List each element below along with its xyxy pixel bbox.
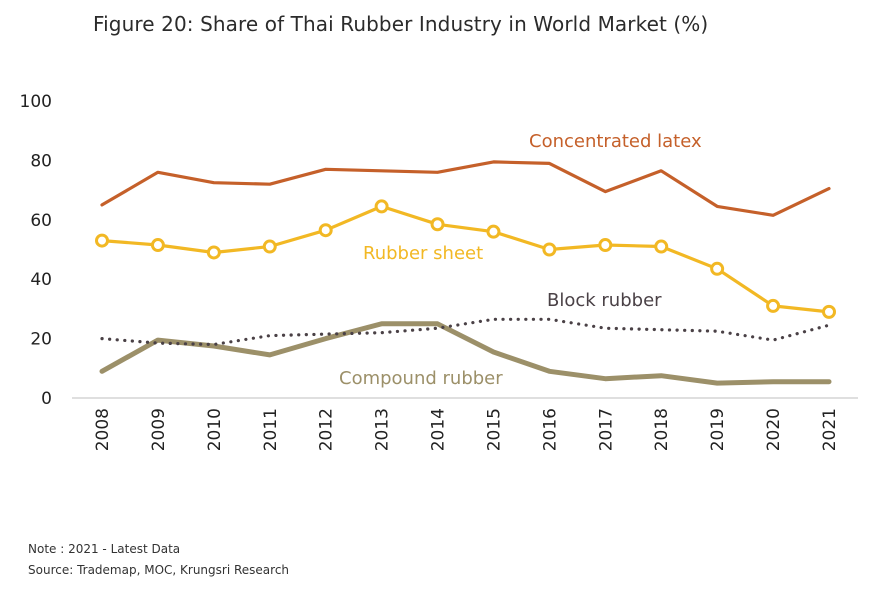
rubber-sheet-point: [430, 217, 445, 232]
y-tick-label: 40: [30, 270, 52, 290]
y-tick-label: 60: [30, 211, 52, 231]
concentrated-latex-line: [100, 160, 831, 217]
compound-rubber-label: Compound rubber: [339, 368, 503, 389]
chart-title: Figure 20: Share of Thai Rubber Industry…: [93, 12, 709, 36]
rubber-sheet-line: [100, 204, 831, 314]
block-rubber-line: [100, 317, 831, 347]
x-tick-label: 2020: [764, 408, 784, 451]
x-tick-label: 2017: [596, 408, 616, 451]
x-tick-label: 2009: [149, 408, 169, 451]
x-tick-label: 2013: [373, 408, 393, 451]
x-tick-label: 2011: [261, 408, 281, 451]
line-chart: 0 20 40 60 80 100 2008 2009 2010 2011 2012 2013 201…: [20, 92, 858, 451]
x-tick-label: 2010: [205, 408, 225, 451]
rubber-sheet-point: [318, 223, 333, 238]
rubber-sheet-point: [95, 233, 109, 248]
rubber-sheet-point: [262, 239, 277, 254]
x-tick-label: 2021: [820, 408, 840, 451]
x-tick-label: 2008: [93, 408, 113, 451]
x-tick-label: 2012: [317, 408, 337, 451]
y-tick-label: 100: [20, 92, 52, 112]
x-tick-label: 2015: [484, 408, 504, 451]
rubber-sheet-point: [542, 242, 557, 257]
rubber-sheet-point: [710, 261, 725, 276]
rubber-sheet-point: [598, 238, 613, 253]
rubber-sheet-point: [374, 199, 389, 214]
note-text: Note : 2021 - Latest Data: [28, 542, 181, 556]
series-layer: [95, 160, 836, 386]
rubber-sheet-point: [486, 224, 501, 239]
source-text: Source: Trademap, MOC, Krungsri Research: [28, 563, 290, 577]
y-tick-label: 80: [30, 151, 52, 171]
x-tick-label: 2018: [652, 408, 672, 451]
x-axis: 2008 2009 2010 2011 2012 2013 2014 2015 2016 2017…: [93, 408, 840, 451]
series-labels: Concentrated latex Rubber sheet Block rubb…: [339, 131, 702, 389]
rubber-sheet-point: [206, 245, 221, 260]
block-rubber-label: Block rubber: [547, 290, 662, 311]
compound-rubber-line: [99, 321, 832, 386]
y-tick-label: 0: [41, 389, 52, 409]
rubber-sheet-point: [822, 304, 836, 319]
x-tick-label: 2019: [708, 408, 728, 451]
x-tick-label: 2016: [540, 408, 560, 451]
rubber-sheet-label: Rubber sheet: [363, 243, 483, 264]
y-tick-label: 20: [30, 330, 52, 350]
x-tick-label: 2014: [429, 408, 449, 451]
rubber-sheet-point: [766, 298, 781, 313]
y-axis: 0 20 40 60 80 100: [20, 92, 52, 409]
rubber-sheet-point: [654, 239, 669, 254]
rubber-sheet-point: [150, 238, 165, 253]
concentrated-latex-label: Concentrated latex: [529, 131, 702, 152]
